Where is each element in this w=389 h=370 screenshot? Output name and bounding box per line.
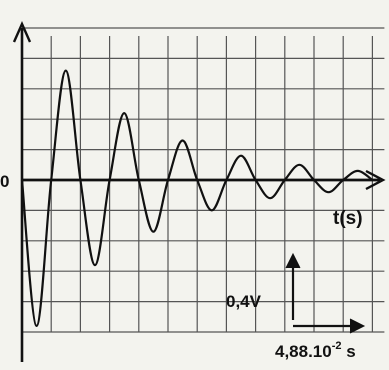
vertical-scale-label: 0,4V [226,292,262,311]
horizontal-scale-label: 4,88.10-2 s [275,340,356,361]
vertical-scale-arrow-icon [285,252,301,269]
horizontal-scale-base: 4,88.10 [275,342,332,361]
damped-oscillation-line [20,69,374,327]
horizontal-scale-arrow-icon [349,318,366,334]
origin-label: 0 [0,172,9,191]
x-axis-label: t(s) [333,208,363,229]
horizontal-scale-unit: s [342,342,356,361]
x-axis-arrow-icon [365,169,386,191]
y-axis-arrow-icon [12,21,32,43]
horizontal-scale-exponent: -2 [332,340,342,352]
grid [22,27,385,333]
